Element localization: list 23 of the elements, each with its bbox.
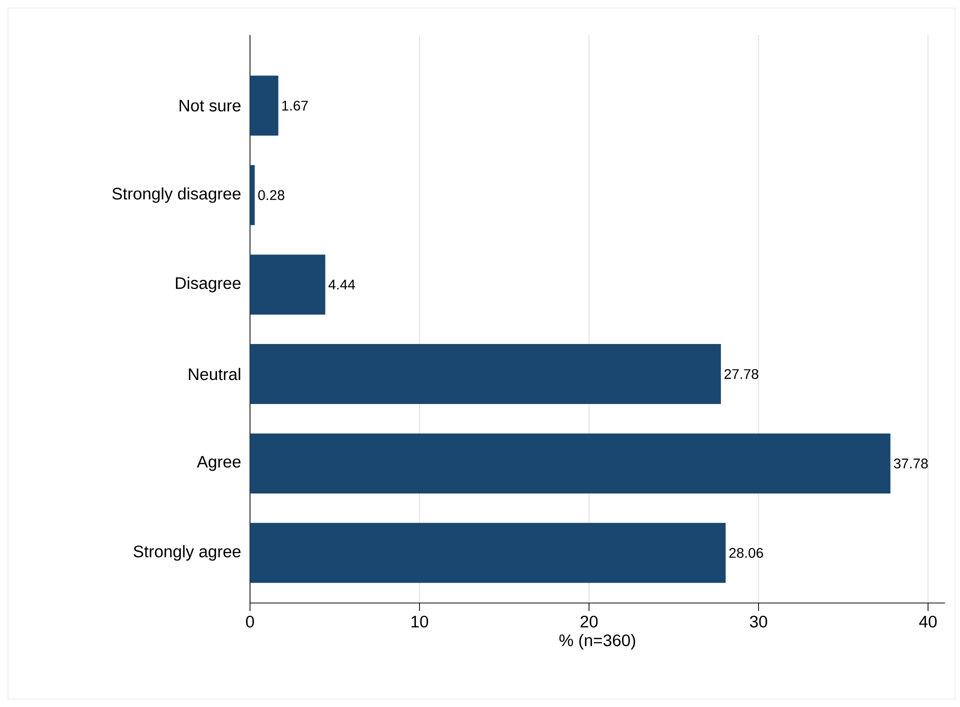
x-tick-label: 20 — [580, 616, 598, 628]
bar — [250, 433, 890, 494]
x-tick-label: 30 — [750, 616, 768, 628]
bar — [250, 76, 278, 136]
data-label: 37.78 — [894, 458, 928, 468]
x-tick-label: 0 — [246, 616, 254, 628]
bar — [250, 344, 721, 404]
x-axis-title: % (n=360) — [559, 634, 636, 650]
data-label: 0.28 — [258, 190, 284, 200]
x-tick-label: 40 — [919, 616, 937, 628]
y-tick-label: Agree — [196, 456, 241, 471]
y-tick-label: Strongly agree — [134, 545, 241, 561]
data-label: 27.78 — [724, 369, 758, 379]
y-tick-label: Neutral — [188, 368, 240, 380]
y-tick-label: Not sure — [180, 100, 241, 112]
data-label: 28.06 — [729, 548, 764, 558]
y-tick-label: Disagree — [176, 276, 241, 292]
data-label: 1.67 — [282, 100, 308, 111]
x-tick-label: 10 — [412, 616, 428, 628]
bar — [250, 522, 726, 583]
data-label: 4.44 — [328, 280, 356, 290]
bar — [250, 254, 326, 315]
y-tick-label: Strongly disagree — [112, 187, 241, 203]
